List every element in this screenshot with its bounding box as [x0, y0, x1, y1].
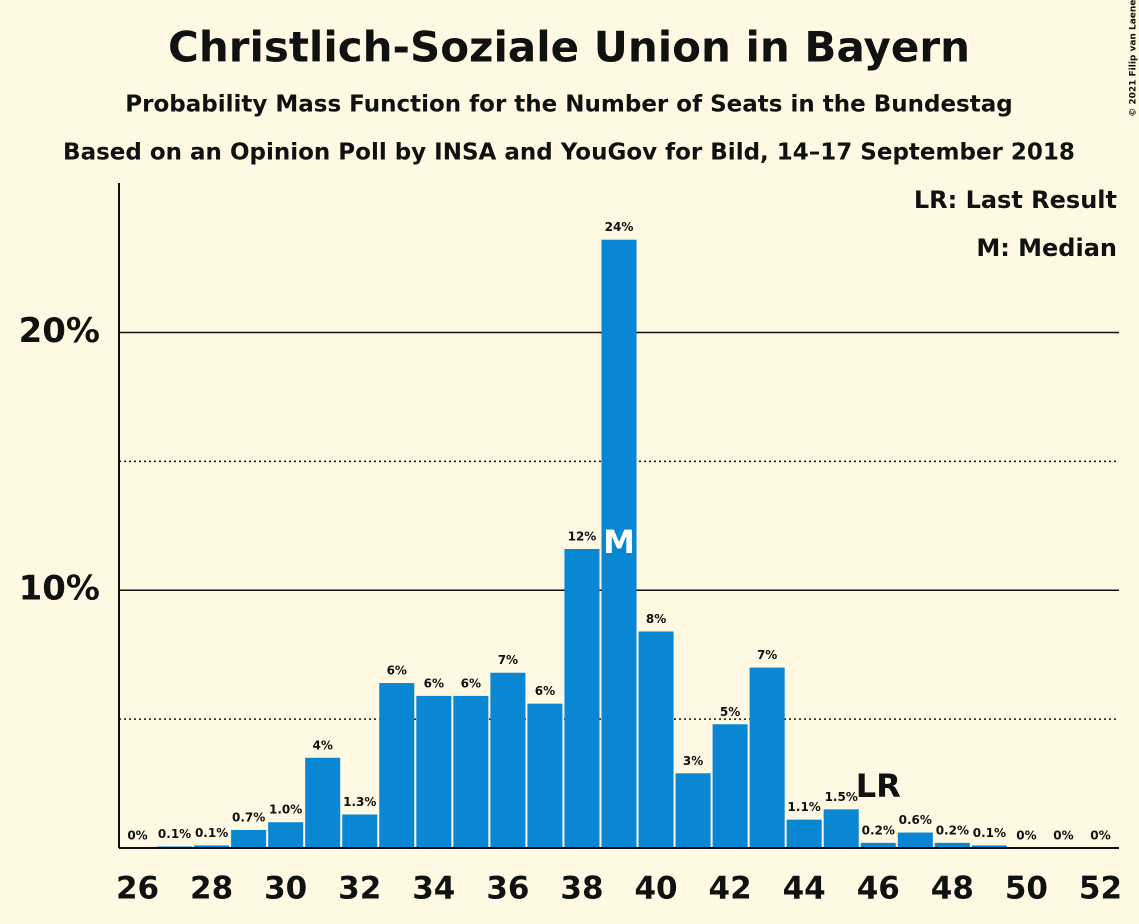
- value-label: 8%: [646, 612, 666, 626]
- value-label: 0%: [1090, 829, 1110, 843]
- x-tick-label: 30: [264, 871, 307, 907]
- bar: [268, 822, 304, 848]
- value-label: 0.6%: [899, 813, 932, 827]
- bar: [749, 667, 785, 848]
- x-tick-label: 40: [634, 871, 677, 907]
- median-marker: M: [603, 523, 635, 561]
- value-label: 6%: [535, 684, 555, 698]
- x-tick-label: 26: [116, 871, 159, 907]
- value-label: 0%: [1053, 829, 1073, 843]
- value-label: 0.7%: [232, 810, 265, 824]
- bar: [897, 832, 933, 848]
- value-label: 12%: [568, 530, 597, 544]
- value-label: 0.2%: [862, 823, 895, 837]
- bar: [971, 845, 1007, 848]
- bar: [490, 672, 526, 848]
- value-label: 6%: [387, 664, 407, 678]
- chart-subtitle: Probability Mass Function for the Number…: [125, 92, 1012, 118]
- x-tick-label: 36: [486, 871, 529, 907]
- x-tick-label: 32: [338, 871, 381, 907]
- bar: [786, 819, 822, 848]
- copyright: © 2021 Filip van Laenen: [1129, 0, 1139, 117]
- x-tick-label: 48: [931, 871, 974, 907]
- bar: [638, 631, 674, 848]
- bar: [231, 829, 267, 848]
- bar: [823, 809, 859, 848]
- x-tick-label: 38: [560, 871, 603, 907]
- bar: [527, 703, 563, 848]
- value-label: 1.0%: [269, 803, 302, 817]
- value-label: 7%: [757, 648, 777, 662]
- bar: [194, 845, 230, 848]
- bar: [564, 549, 600, 848]
- value-label: 0.1%: [973, 826, 1006, 840]
- x-tick-label: 42: [709, 871, 752, 907]
- y-tick-label: 10%: [19, 569, 100, 609]
- value-label: 1.3%: [343, 795, 376, 809]
- bar: [860, 842, 896, 848]
- x-tick-label: 52: [1079, 871, 1122, 907]
- x-tick-label: 50: [1005, 871, 1048, 907]
- value-label: 1.1%: [788, 800, 821, 814]
- bar: [453, 695, 489, 848]
- bar: [342, 814, 378, 848]
- bar: [305, 757, 341, 848]
- value-label: 6%: [424, 676, 444, 690]
- value-label: 0.1%: [195, 826, 228, 840]
- x-tick-label: 28: [190, 871, 233, 907]
- last-result-marker: LR: [856, 767, 901, 805]
- value-label: 1.5%: [825, 790, 858, 804]
- value-label: 0%: [127, 829, 147, 843]
- value-label: 3%: [683, 754, 703, 768]
- bar: [601, 239, 637, 848]
- legend-entry: M: Median: [976, 234, 1117, 262]
- bar: [934, 842, 970, 848]
- value-label: 24%: [605, 220, 634, 234]
- bar: [416, 695, 452, 848]
- value-label: 0.1%: [158, 827, 191, 841]
- value-label: 5%: [720, 705, 740, 719]
- x-tick-label: 34: [412, 871, 455, 907]
- value-label: 0%: [1016, 829, 1036, 843]
- value-label: 0.2%: [936, 823, 969, 837]
- value-label: 4%: [313, 738, 333, 752]
- bar: [712, 724, 748, 848]
- value-label: 6%: [461, 676, 481, 690]
- bar: [379, 683, 415, 848]
- bar: [675, 773, 711, 848]
- legend-entry: LR: Last Result: [914, 186, 1117, 214]
- x-tick-label: 44: [783, 871, 826, 907]
- chart-title: Christlich-Soziale Union in Bayern: [168, 23, 970, 72]
- x-tick-label: 46: [857, 871, 900, 907]
- chart-subtitle: Based on an Opinion Poll by INSA and You…: [63, 140, 1075, 166]
- value-label: 7%: [498, 653, 518, 667]
- y-tick-label: 20%: [19, 311, 100, 351]
